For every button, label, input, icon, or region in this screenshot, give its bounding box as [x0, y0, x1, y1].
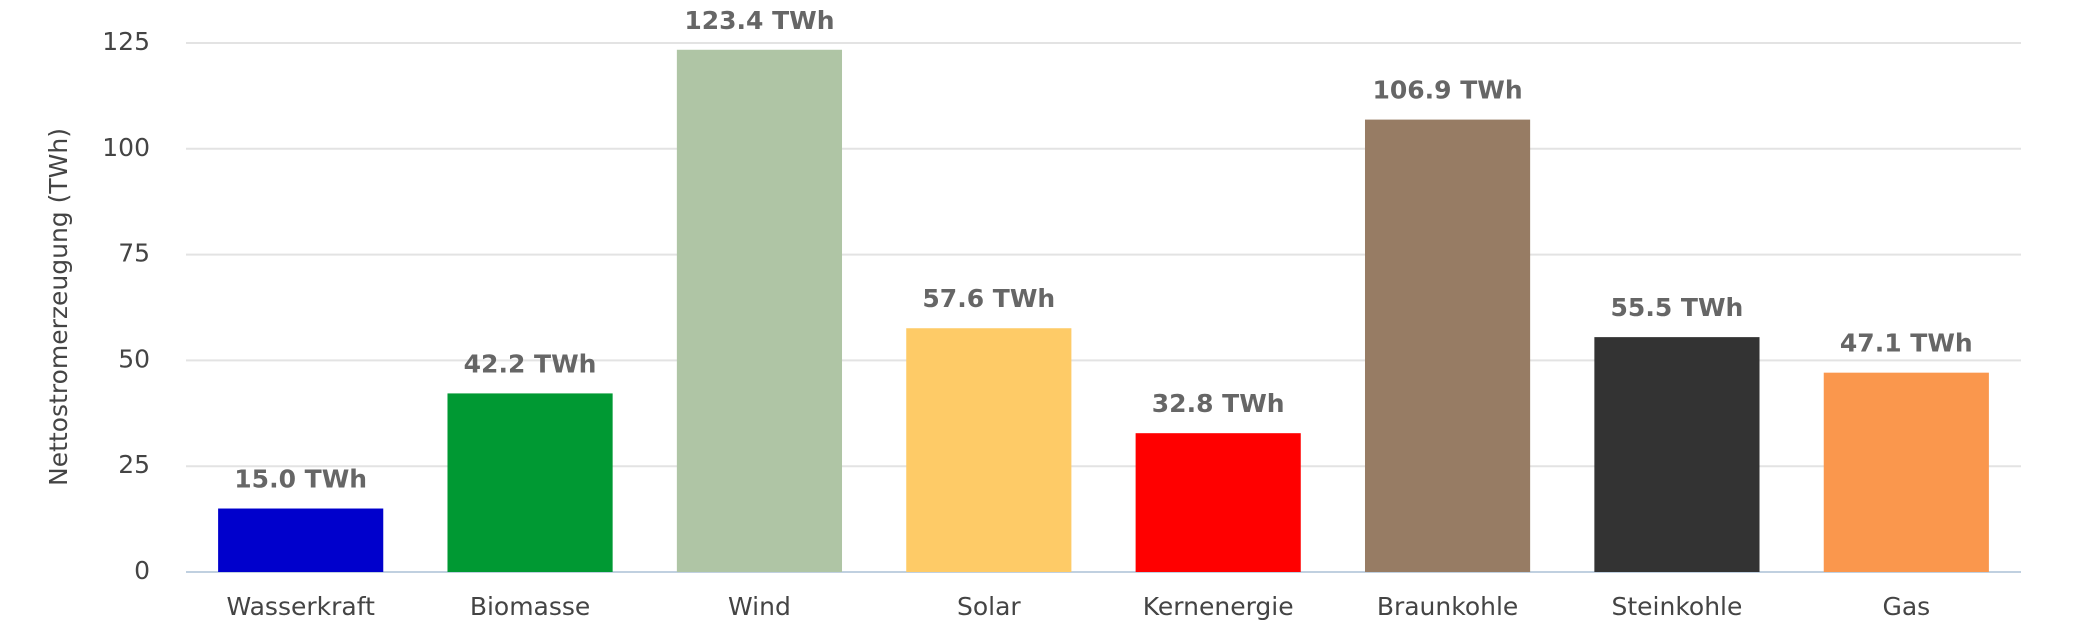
x-tick-label: Kernenergie	[1143, 592, 1294, 621]
y-tick-label: 125	[102, 27, 150, 56]
bar	[1594, 337, 1760, 572]
y-tick-label: 25	[118, 450, 150, 479]
x-tick-label: Braunkohle	[1377, 592, 1519, 621]
value-label: 106.9 TWh	[1372, 76, 1522, 105]
bar	[447, 393, 613, 572]
x-tick-label: Steinkohle	[1611, 592, 1742, 621]
value-label: 55.5 TWh	[1611, 293, 1744, 322]
y-tick-label: 50	[118, 344, 150, 373]
bar	[1135, 433, 1301, 572]
y-tick-label: 0	[134, 556, 150, 585]
bar	[906, 328, 1072, 572]
value-label: 57.6 TWh	[922, 284, 1055, 313]
bar	[218, 508, 384, 572]
value-label: 15.0 TWh	[234, 465, 367, 494]
x-tick-label: Wind	[728, 592, 791, 621]
value-label: 123.4 TWh	[684, 6, 834, 35]
x-tick-label: Biomasse	[470, 592, 591, 621]
x-tick-label: Solar	[957, 592, 1021, 621]
x-tick-label: Gas	[1882, 592, 1930, 621]
bar	[1364, 119, 1531, 573]
value-label: 42.2 TWh	[464, 349, 597, 378]
y-axis-title: Nettostromerzeugung (TWh)	[44, 128, 73, 486]
bar	[1823, 372, 1989, 572]
y-tick-label: 100	[102, 133, 150, 162]
x-tick-label: Wasserkraft	[226, 592, 375, 621]
y-tick-label: 75	[118, 239, 150, 268]
bar	[676, 49, 843, 573]
value-label: 32.8 TWh	[1152, 389, 1285, 418]
value-label: 47.1 TWh	[1840, 329, 1973, 358]
